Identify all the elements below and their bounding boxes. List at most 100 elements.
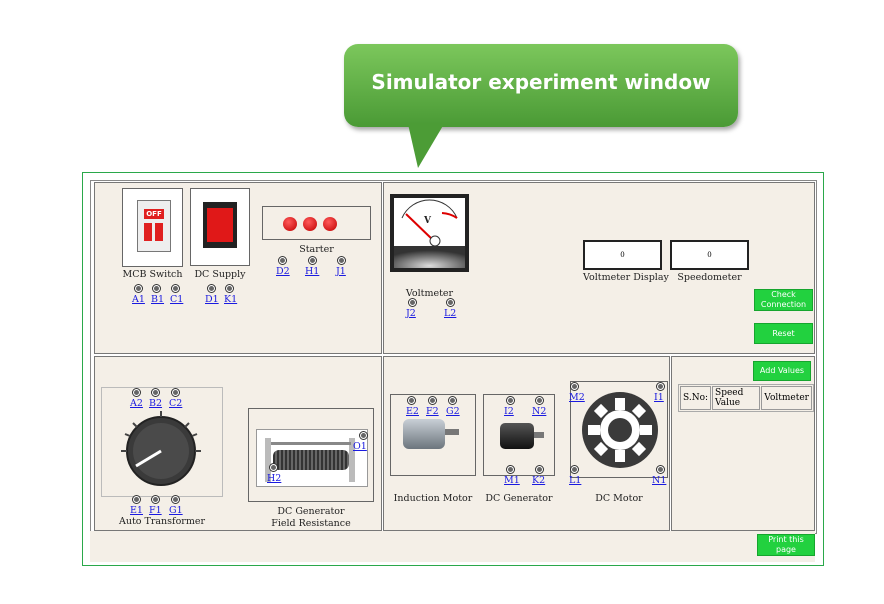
mcb-lever-2 — [155, 223, 163, 241]
terminal-d1[interactable] — [207, 284, 216, 293]
voltmeter-label: Voltmeter — [405, 288, 454, 299]
panel-transformer: A2 B2 C2 E1 F1 G1 Auto Transformer O1 H2… — [94, 356, 382, 531]
link-h1[interactable]: H1 — [305, 266, 320, 277]
dc-motor[interactable] — [570, 381, 668, 478]
field-resistance-label-2: Field Resistance — [271, 518, 351, 529]
terminal-k2[interactable] — [535, 465, 544, 474]
terminal-i1[interactable] — [656, 382, 665, 391]
link-a2[interactable]: A2 — [130, 398, 143, 409]
terminal-f1[interactable] — [151, 495, 160, 504]
field-resistance[interactable] — [248, 408, 374, 502]
terminal-l1[interactable] — [570, 465, 579, 474]
link-j2[interactable]: J2 — [406, 308, 416, 319]
link-h2[interactable]: H2 — [267, 473, 282, 484]
values-table: S.No: Speed Value Voltmeter — [678, 384, 814, 412]
callout-bubble — [344, 44, 738, 127]
mcb-lever-1 — [144, 223, 152, 241]
terminal-g2[interactable] — [448, 396, 457, 405]
link-i2[interactable]: I2 — [504, 406, 514, 417]
terminal-c2[interactable] — [171, 388, 180, 397]
auto-transformer[interactable] — [101, 387, 223, 497]
dc-supply-label: DC Supply — [194, 269, 246, 280]
panel-machines: E2 F2 G2 Induction Motor I2 N2 M1 K2 DC … — [383, 356, 670, 531]
link-e1[interactable]: E1 — [130, 505, 143, 516]
header-voltmeter: Voltmeter — [761, 386, 812, 410]
link-n2[interactable]: N2 — [532, 406, 547, 417]
induction-motor-shaft — [445, 429, 459, 435]
panel-measurement: V Voltmeter J2 L2 0 Voltmeter Display 0 … — [383, 182, 815, 354]
rheostat-end-right — [349, 438, 355, 482]
print-page-button[interactable]: Print this page — [757, 534, 815, 556]
terminal-b1[interactable] — [152, 284, 161, 293]
field-resistance-body — [256, 429, 368, 487]
mcb-switch[interactable]: OFF — [122, 188, 183, 267]
terminal-b2[interactable] — [151, 388, 160, 397]
rheostat-rail — [271, 442, 351, 445]
terminal-d2[interactable] — [278, 256, 287, 265]
voltmeter-display-label: Voltmeter Display — [583, 272, 669, 283]
dc-supply-rocker — [207, 208, 233, 242]
link-i1[interactable]: I1 — [654, 392, 664, 403]
link-n1[interactable]: N1 — [652, 475, 667, 486]
terminal-g1[interactable] — [171, 495, 180, 504]
induction-motor-icon — [403, 419, 445, 449]
terminal-a1[interactable] — [134, 284, 143, 293]
auto-transformer-knob-icon — [121, 411, 201, 486]
link-l2[interactable]: L2 — [444, 308, 457, 319]
link-k2[interactable]: K2 — [532, 475, 546, 486]
starter-box[interactable] — [262, 206, 371, 240]
terminal-h1[interactable] — [308, 256, 317, 265]
add-values-button[interactable]: Add Values — [753, 361, 811, 381]
link-m1[interactable]: M1 — [504, 475, 520, 486]
link-e2[interactable]: E2 — [406, 406, 419, 417]
terminal-l2[interactable] — [446, 298, 455, 307]
terminal-h2[interactable] — [269, 463, 278, 472]
link-d2[interactable]: D2 — [276, 266, 290, 277]
link-k1[interactable]: K1 — [224, 294, 238, 305]
link-g2[interactable]: G2 — [446, 406, 460, 417]
dc-motor-label: DC Motor — [595, 493, 643, 504]
terminal-o1[interactable] — [359, 431, 368, 440]
link-o1[interactable]: O1 — [353, 441, 367, 452]
voltmeter-dial: V — [390, 194, 469, 272]
terminal-n1[interactable] — [656, 465, 665, 474]
link-g1[interactable]: G1 — [169, 505, 183, 516]
link-l1[interactable]: L1 — [569, 475, 582, 486]
panel-power: OFF MCB Switch A1 B1 C1 DC Supply D1 K1 — [94, 182, 382, 354]
terminal-m1[interactable] — [506, 465, 515, 474]
link-f1[interactable]: F1 — [149, 505, 162, 516]
reset-button[interactable]: Reset — [754, 323, 813, 344]
terminal-e2[interactable] — [407, 396, 416, 405]
link-f2[interactable]: F2 — [426, 406, 439, 417]
terminal-j1[interactable] — [337, 256, 346, 265]
link-a1[interactable]: A1 — [132, 294, 145, 305]
terminal-j2[interactable] — [408, 298, 417, 307]
dc-generator-label: DC Generator — [485, 493, 553, 504]
dc-generator[interactable] — [483, 394, 555, 476]
dc-supply-switch[interactable] — [190, 188, 250, 266]
header-speed-value: Speed Value — [712, 386, 761, 410]
link-b1[interactable]: B1 — [151, 294, 165, 305]
induction-motor[interactable] — [390, 394, 476, 476]
link-c2[interactable]: C2 — [169, 398, 183, 409]
terminal-n2[interactable] — [535, 396, 544, 405]
link-j1[interactable]: J1 — [336, 266, 346, 277]
link-c1[interactable]: C1 — [170, 294, 184, 305]
terminal-c1[interactable] — [171, 284, 180, 293]
voltmeter-gauge-icon — [394, 198, 465, 268]
terminal-f2[interactable] — [428, 396, 437, 405]
link-d1[interactable]: D1 — [205, 294, 219, 305]
starter-lamp-3 — [323, 217, 337, 231]
terminal-m2[interactable] — [570, 382, 579, 391]
terminal-i2[interactable] — [506, 396, 515, 405]
terminal-a2[interactable] — [132, 388, 141, 397]
link-m2[interactable]: M2 — [569, 392, 585, 403]
simulator-window: OFF MCB Switch A1 B1 C1 DC Supply D1 K1 — [82, 172, 824, 566]
callout-title: Simulator experiment window — [371, 70, 711, 94]
link-b2[interactable]: B2 — [149, 398, 163, 409]
terminal-e1[interactable] — [132, 495, 141, 504]
terminal-k1[interactable] — [225, 284, 234, 293]
check-connection-button[interactable]: Check Connection — [754, 289, 813, 311]
mcb-body: OFF — [137, 200, 171, 252]
dc-generator-shaft — [534, 432, 544, 438]
